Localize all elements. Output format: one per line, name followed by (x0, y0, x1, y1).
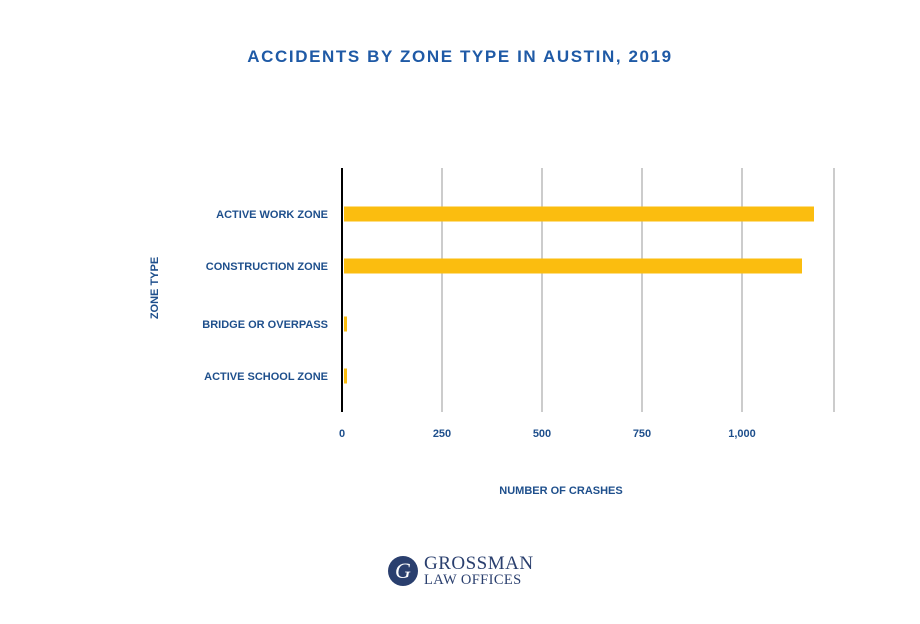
logo-g-icon: G (388, 556, 418, 586)
x-tick-4: 1,000 (728, 428, 756, 440)
x-axis-label: NUMBER OF CRASHES (499, 485, 622, 497)
bar-2 (344, 316, 347, 332)
category-labels: ACTIVE WORK ZONE CONSTRUCTION ZONE BRIDGE … (202, 209, 328, 383)
logo-line-1: GROSSMAN (424, 553, 534, 574)
x-tick-labels: 0 250 500 750 1,000 (339, 428, 756, 440)
category-label-1: CONSTRUCTION ZONE (206, 261, 328, 273)
category-label-2: BRIDGE OR OVERPASS (202, 319, 328, 331)
bars (344, 206, 814, 384)
category-label-3: ACTIVE SCHOOL ZONE (204, 371, 328, 383)
gridlines (441, 168, 835, 412)
bar-1 (344, 258, 802, 274)
chart-title: ACCIDENTS BY ZONE TYPE IN AUSTIN, 2019 (247, 47, 673, 66)
category-label-0: ACTIVE WORK ZONE (216, 209, 328, 221)
x-tick-1: 250 (433, 428, 451, 440)
x-tick-2: 500 (533, 428, 551, 440)
y-axis-label: ZONE TYPE (149, 257, 161, 319)
grossman-logo: G GROSSMAN LAW OFFICES (388, 554, 538, 590)
x-tick-3: 750 (633, 428, 651, 440)
logo-line-2: LAW OFFICES (424, 572, 522, 588)
bar-3 (344, 368, 347, 384)
bar-0 (344, 206, 814, 222)
x-tick-0: 0 (339, 428, 345, 440)
